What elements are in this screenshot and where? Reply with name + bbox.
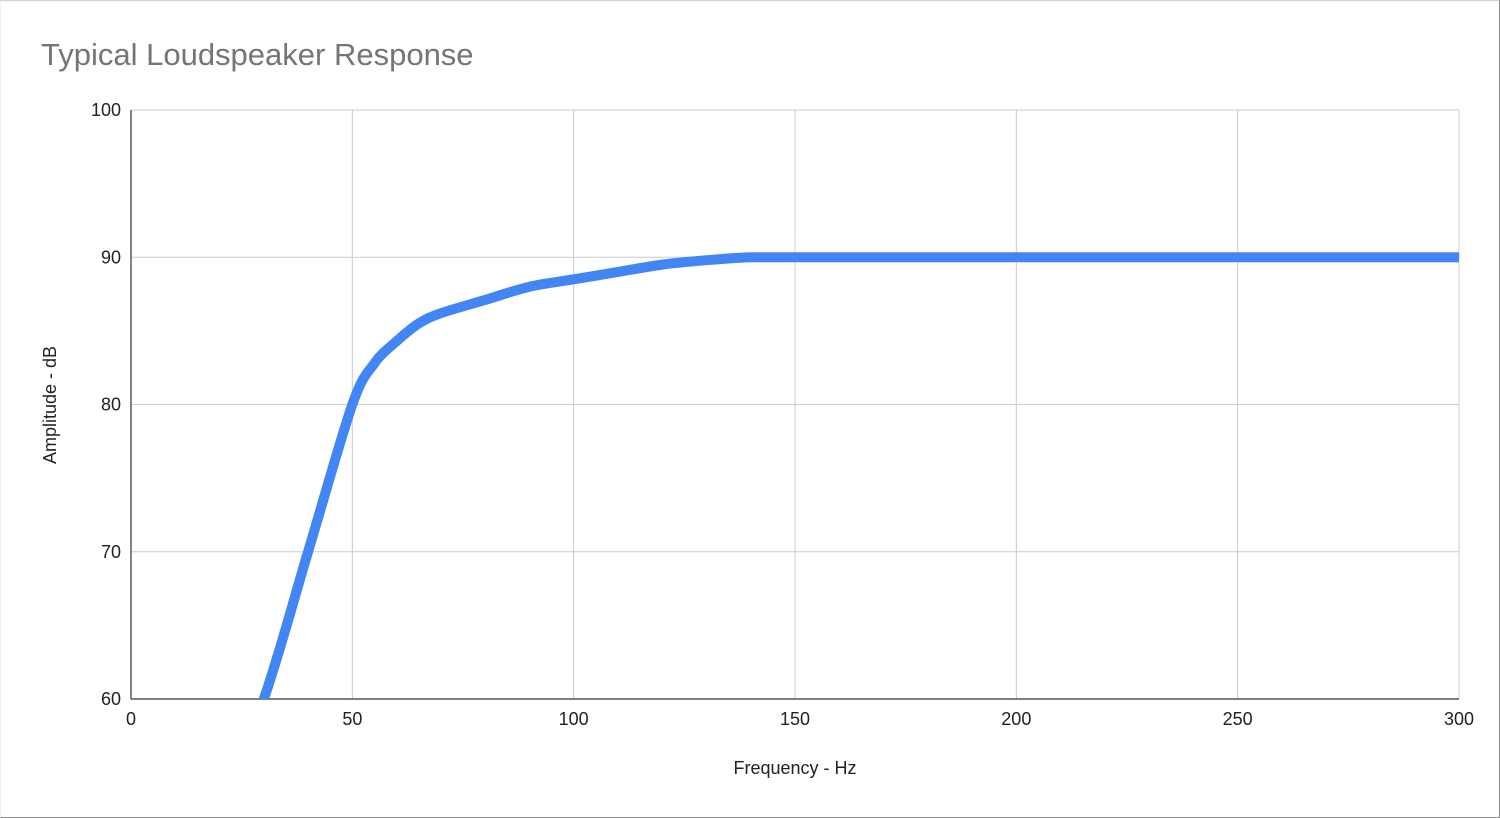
x-tick-label: 100 — [559, 709, 589, 729]
y-tick-label: 70 — [101, 542, 121, 562]
y-tick-label: 90 — [101, 247, 121, 267]
x-tick-label: 250 — [1223, 709, 1253, 729]
x-tick-label: 200 — [1001, 709, 1031, 729]
x-tick-label: 150 — [780, 709, 810, 729]
y-tick-label: 80 — [101, 395, 121, 415]
series-layer — [258, 252, 1459, 699]
tick-labels: 0 50 100 150 200 250 300 60 70 80 90 100 — [91, 100, 1474, 729]
y-tick-label: 60 — [101, 689, 121, 709]
axes — [130, 110, 1459, 700]
x-tick-label: 300 — [1444, 709, 1474, 729]
gridlines — [131, 109, 1460, 699]
y-tick-label: 100 — [91, 100, 121, 120]
x-axis-title: Frequency - Hz — [733, 758, 856, 778]
x-tick-label: 50 — [342, 709, 362, 729]
y-axis-title: Amplitude - dB — [40, 346, 60, 464]
series-line — [258, 252, 1459, 699]
chart-title: Typical Loudspeaker Response — [41, 37, 474, 72]
x-tick-label: 0 — [126, 709, 136, 729]
